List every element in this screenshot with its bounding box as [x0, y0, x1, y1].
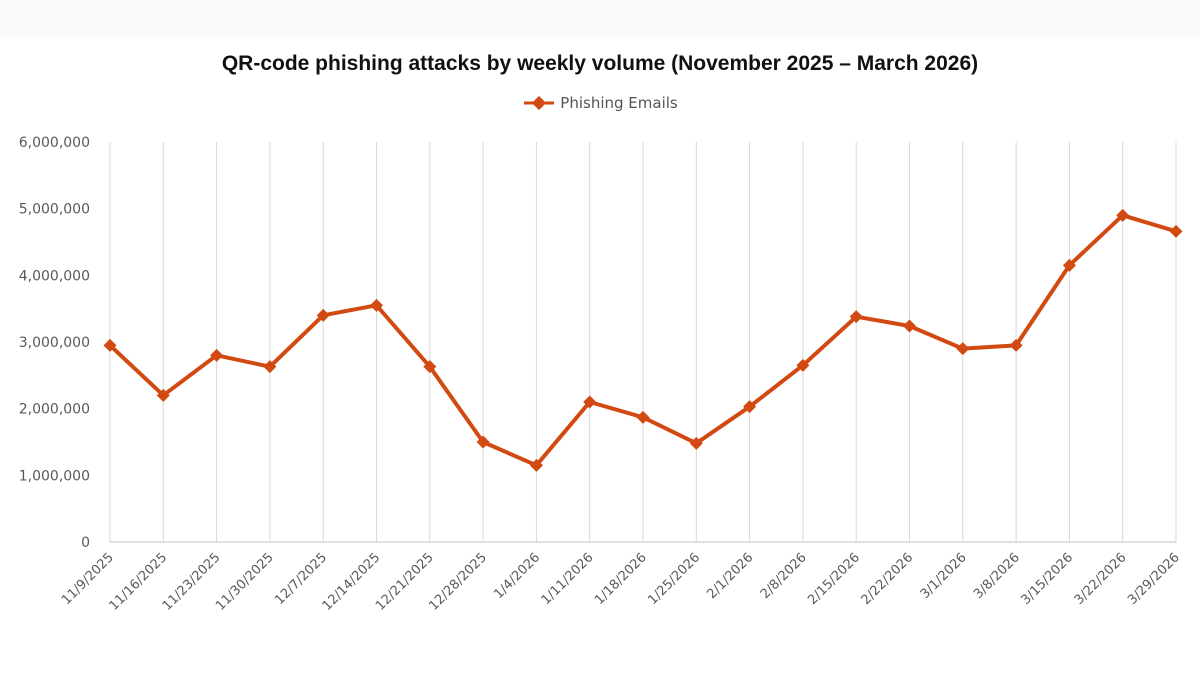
- y-tick-label: 0: [81, 535, 90, 551]
- x-tick-label: 3/15/2026: [1018, 550, 1076, 608]
- data-point: [210, 348, 224, 362]
- data-point: [1116, 208, 1130, 222]
- data-point: [263, 360, 277, 374]
- x-tick-label: 3/1/2026: [918, 550, 970, 602]
- y-tick-label: 2,000,000: [19, 402, 90, 418]
- x-tick-label: 2/22/2026: [859, 550, 917, 608]
- y-tick-label: 4,000,000: [19, 268, 90, 284]
- data-point: [423, 360, 437, 374]
- data-point: [529, 458, 543, 472]
- legend-label: Phishing Emails: [560, 94, 678, 112]
- data-point: [636, 410, 650, 424]
- x-tick-label: 11/9/2025: [59, 550, 117, 608]
- x-tick-label: 12/7/2025: [272, 550, 330, 608]
- data-point: [743, 400, 757, 414]
- data-point: [903, 319, 916, 333]
- data-point: [956, 342, 970, 356]
- y-tick-label: 3,000,000: [19, 335, 90, 351]
- data-point: [583, 395, 597, 409]
- y-tick-label: 1,000,000: [19, 468, 90, 484]
- data-point: [316, 308, 330, 322]
- chart-title: QR-code phishing attacks by weekly volum…: [221, 52, 979, 75]
- x-tick-label: 2/8/2026: [758, 550, 810, 602]
- x-tick-label: 1/25/2026: [645, 550, 703, 608]
- x-tick-label: 12/28/2025: [426, 550, 490, 614]
- data-point: [103, 338, 117, 352]
- x-tick-label: 3/22/2026: [1072, 550, 1130, 608]
- data-point: [1009, 338, 1023, 352]
- y-tick-label: 6,000,000: [19, 135, 90, 151]
- x-tick-label: 1/18/2026: [592, 550, 650, 608]
- legend: Phishing Emails: [0, 94, 1200, 112]
- data-point: [1062, 258, 1076, 272]
- x-tick-label: 2/15/2026: [805, 550, 863, 608]
- x-tick-label: 2/1/2026: [705, 550, 757, 602]
- data-point: [476, 435, 490, 449]
- data-point: [796, 358, 810, 372]
- data-point: [1169, 224, 1183, 238]
- data-point: [849, 310, 863, 324]
- data-point: [156, 388, 170, 402]
- x-tick-label: 1/4/2026: [491, 550, 543, 602]
- x-tick-label: 3/8/2026: [971, 550, 1023, 602]
- legend-marker-icon: [524, 96, 555, 110]
- data-point: [689, 436, 703, 450]
- y-tick-label: 5,000,000: [19, 202, 90, 218]
- x-tick-label: 1/11/2026: [539, 550, 597, 608]
- data-point: [370, 298, 383, 312]
- top-band: [0, 0, 1200, 36]
- x-tick-label: 11/30/2025: [213, 550, 277, 614]
- x-tick-label: 3/29/2026: [1125, 550, 1183, 608]
